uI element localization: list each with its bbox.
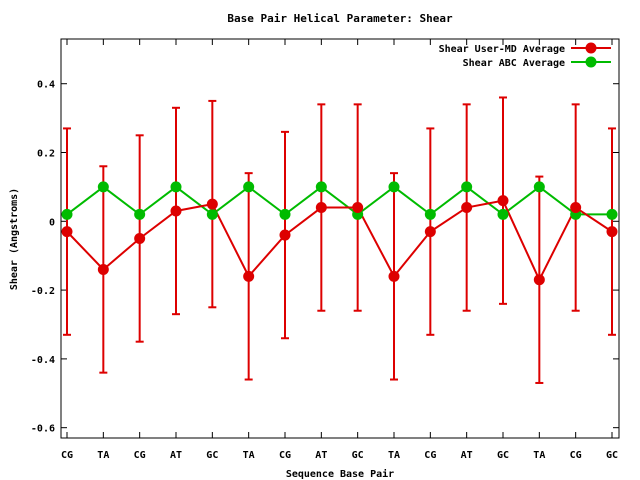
data-point-user-md bbox=[315, 202, 327, 214]
x-tick-label: GC bbox=[606, 450, 618, 461]
data-point-user-md bbox=[170, 205, 182, 217]
y-tick-label: -0.2 bbox=[31, 286, 55, 297]
series-points bbox=[61, 181, 618, 286]
series-line-user-md bbox=[66, 199, 613, 283]
data-point-abc bbox=[97, 181, 109, 193]
legend-marker-user-md bbox=[585, 42, 597, 54]
data-point-user-md bbox=[61, 226, 73, 238]
chart-title: Base Pair Helical Parameter: Shear bbox=[227, 12, 453, 25]
data-point-abc bbox=[606, 208, 618, 220]
x-tick-label: CG bbox=[279, 450, 291, 461]
y-tick-label: 0.2 bbox=[37, 149, 55, 160]
data-point-user-md bbox=[424, 226, 436, 238]
x-tick-label: CG bbox=[424, 450, 436, 461]
data-point-abc bbox=[134, 208, 146, 220]
data-point-user-md bbox=[388, 270, 400, 282]
data-point-user-md bbox=[606, 226, 618, 238]
y-tick-label: 0.4 bbox=[37, 80, 55, 91]
data-point-abc bbox=[388, 181, 400, 193]
data-point-abc bbox=[315, 181, 327, 193]
data-point-abc bbox=[497, 208, 509, 220]
x-tick-label: AT bbox=[315, 450, 327, 461]
x-tick-label: CG bbox=[570, 450, 582, 461]
x-tick-label: GC bbox=[352, 450, 364, 461]
data-point-abc bbox=[279, 208, 291, 220]
y-axis-label: Shear (Angstroms) bbox=[9, 188, 20, 290]
series-line-abc bbox=[66, 185, 612, 216]
x-tick-label: TA bbox=[243, 450, 255, 461]
data-point-user-md bbox=[497, 195, 509, 207]
data-point-user-md bbox=[97, 263, 109, 275]
legend-label-abc: Shear ABC Average bbox=[463, 58, 565, 69]
x-tick-label: TA bbox=[97, 450, 109, 461]
data-point-user-md bbox=[352, 202, 364, 214]
data-point-user-md bbox=[206, 198, 218, 210]
data-point-abc bbox=[61, 208, 73, 220]
x-tick-label: GC bbox=[206, 450, 218, 461]
x-tick-label: TA bbox=[533, 450, 545, 461]
data-point-user-md bbox=[243, 270, 255, 282]
data-point-abc bbox=[243, 181, 255, 193]
data-point-user-md bbox=[134, 233, 146, 244]
data-point-abc bbox=[170, 181, 182, 193]
data-point-user-md bbox=[570, 202, 582, 214]
x-tick-label: CG bbox=[134, 450, 146, 461]
data-point-user-md bbox=[461, 202, 473, 214]
data-point-user-md bbox=[279, 229, 291, 241]
y-tick-label: 0 bbox=[49, 217, 55, 228]
data-point-abc bbox=[206, 208, 218, 220]
error-bars bbox=[63, 96, 616, 384]
legend-label-user-md: Shear User-MD Average bbox=[439, 44, 565, 55]
legend: Shear User-MD Average Shear ABC Average bbox=[439, 42, 611, 69]
x-tick-label: CG bbox=[61, 450, 73, 461]
data-point-abc bbox=[424, 208, 436, 220]
x-axis: CG TA CG AT GC TA CG AT GC TA CG AT GC TA CG GC bbox=[61, 39, 618, 461]
x-tick-label: AT bbox=[461, 450, 473, 461]
y-tick-label: -0.6 bbox=[31, 424, 55, 435]
plot-area-frame bbox=[60, 38, 620, 439]
data-point-abc bbox=[461, 181, 473, 193]
x-tick-label: TA bbox=[388, 450, 400, 461]
data-point-user-md bbox=[533, 274, 545, 286]
data-point-abc bbox=[533, 181, 545, 193]
x-tick-label: GC bbox=[497, 450, 509, 461]
x-tick-label: AT bbox=[170, 450, 182, 461]
legend-marker-abc bbox=[585, 56, 597, 68]
x-axis-label: Sequence Base Pair bbox=[286, 468, 394, 480]
y-tick-label: -0.4 bbox=[31, 355, 55, 366]
y-axis: -0.6 -0.4 -0.2 0 0.2 0.4 bbox=[31, 80, 619, 435]
series-lines bbox=[66, 185, 613, 283]
